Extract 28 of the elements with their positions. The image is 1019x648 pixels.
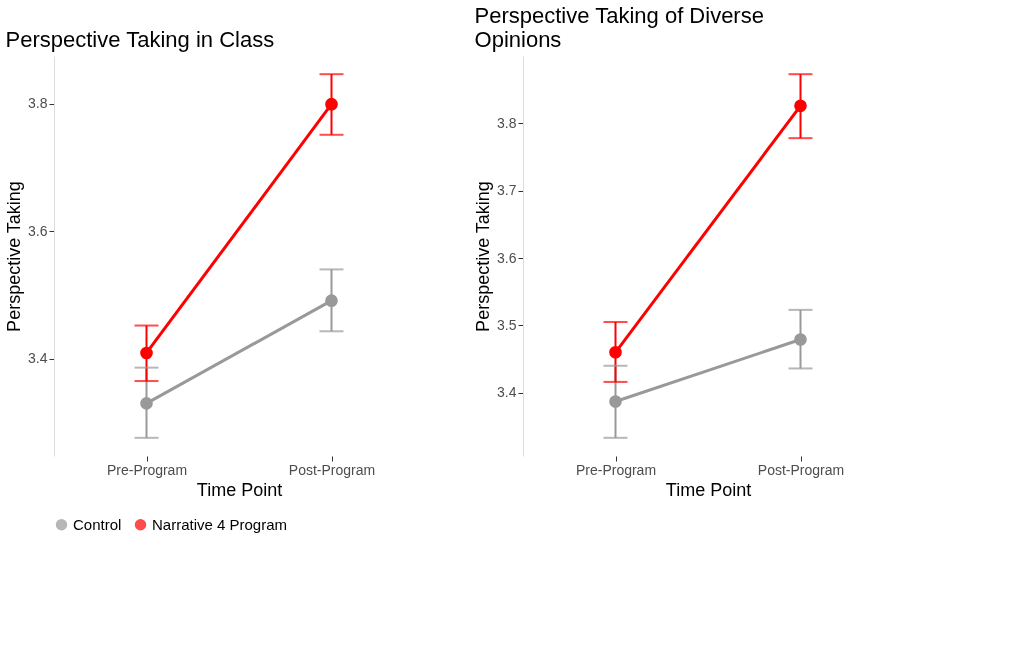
y-tick-label: 3.8 — [497, 114, 517, 131]
y-tick-label: 3.6 — [28, 222, 48, 239]
y-tick-label: 3.5 — [497, 316, 517, 333]
x-axis-title: Time Point — [665, 479, 752, 500]
y-tick-label: 3.4 — [28, 350, 48, 367]
point — [325, 294, 338, 307]
x-tick-label: Post-Program — [288, 461, 376, 478]
point — [794, 333, 807, 346]
x-tick-label: Post-Program — [757, 461, 845, 478]
chart-title: Perspective Taking in Class — [5, 27, 275, 52]
point — [794, 99, 807, 113]
x-tick-label: Pre-Program — [575, 461, 657, 478]
point — [140, 346, 153, 360]
point — [609, 345, 622, 359]
x-tick-label: Pre-Program — [106, 461, 188, 478]
y-tick-label: 3.8 — [28, 95, 48, 112]
y-tick-label: 3.4 — [497, 384, 517, 401]
legend-label: Control — [73, 515, 122, 533]
y-tick-label: 3.6 — [497, 249, 517, 266]
y-axis-title: Perspective Taking — [473, 181, 494, 332]
x-axis-title: Time Point — [196, 479, 283, 500]
point — [140, 397, 153, 410]
point — [609, 395, 622, 408]
legend-label: Narrative 4 Program — [152, 515, 288, 533]
y-tick-label: 3.7 — [497, 182, 517, 199]
chart-title: Perspective Taking of Diverse Opinions — [474, 3, 764, 52]
y-axis-title: Perspective Taking — [4, 181, 25, 332]
point — [325, 97, 338, 111]
